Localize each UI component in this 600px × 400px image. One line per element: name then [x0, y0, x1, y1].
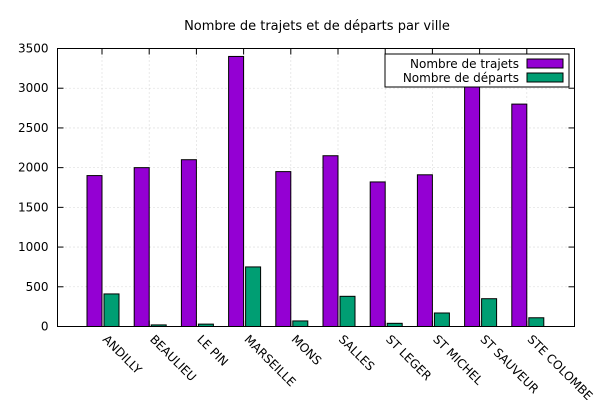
- x-tick-label: MONS: [289, 332, 325, 368]
- bar-trajets: [416, 174, 433, 327]
- x-tick-label: LE PIN: [194, 332, 231, 369]
- x-tick-label: ST LEGER: [383, 332, 434, 383]
- bar-departs: [481, 298, 498, 328]
- bar-trajets: [369, 181, 386, 327]
- y-tick-label: 1500: [18, 200, 49, 214]
- bar-trajets: [180, 159, 197, 327]
- x-tick-label: BEAULIEU: [147, 332, 199, 384]
- x-tick-label: ANDILLY: [100, 332, 145, 377]
- bar-departs: [103, 293, 120, 328]
- bars: [86, 55, 545, 328]
- y-tick-label: 2500: [18, 121, 49, 135]
- y-axis: 0 500 1000 1500 2000 2500 3000 3500: [18, 42, 575, 334]
- legend-swatch: [526, 72, 564, 83]
- bar-departs: [245, 266, 262, 327]
- bar-trajets: [228, 55, 245, 327]
- bar-trajets: [511, 103, 528, 327]
- y-tick-label: 0: [41, 320, 49, 334]
- bar-trajets: [86, 175, 103, 327]
- legend-label: Nombre de trajets: [410, 57, 519, 71]
- bar-departs: [528, 317, 545, 327]
- y-tick-label: 2000: [18, 161, 49, 175]
- y-tick-label: 3500: [18, 42, 49, 56]
- legend-swatch: [526, 58, 564, 69]
- legend-label: Nombre de départs: [403, 71, 519, 85]
- plot-frame: [57, 48, 575, 327]
- chart-title: Nombre de trajets et de départs par vill…: [184, 19, 450, 34]
- y-tick-label: 500: [26, 280, 49, 294]
- bar-departs: [339, 295, 356, 327]
- bar-trajets: [464, 83, 481, 327]
- y-tick-label: 1000: [18, 240, 49, 254]
- y-tick-label: 3000: [18, 81, 49, 95]
- x-tick-label: SALLES: [336, 332, 377, 373]
- bar-departs: [433, 312, 450, 327]
- bar-trajets: [133, 167, 150, 327]
- bar-trajets: [322, 155, 339, 327]
- x-tick-label: ST MICHEL: [430, 332, 486, 388]
- bar-departs: [292, 320, 309, 328]
- bar-trajets: [275, 171, 292, 327]
